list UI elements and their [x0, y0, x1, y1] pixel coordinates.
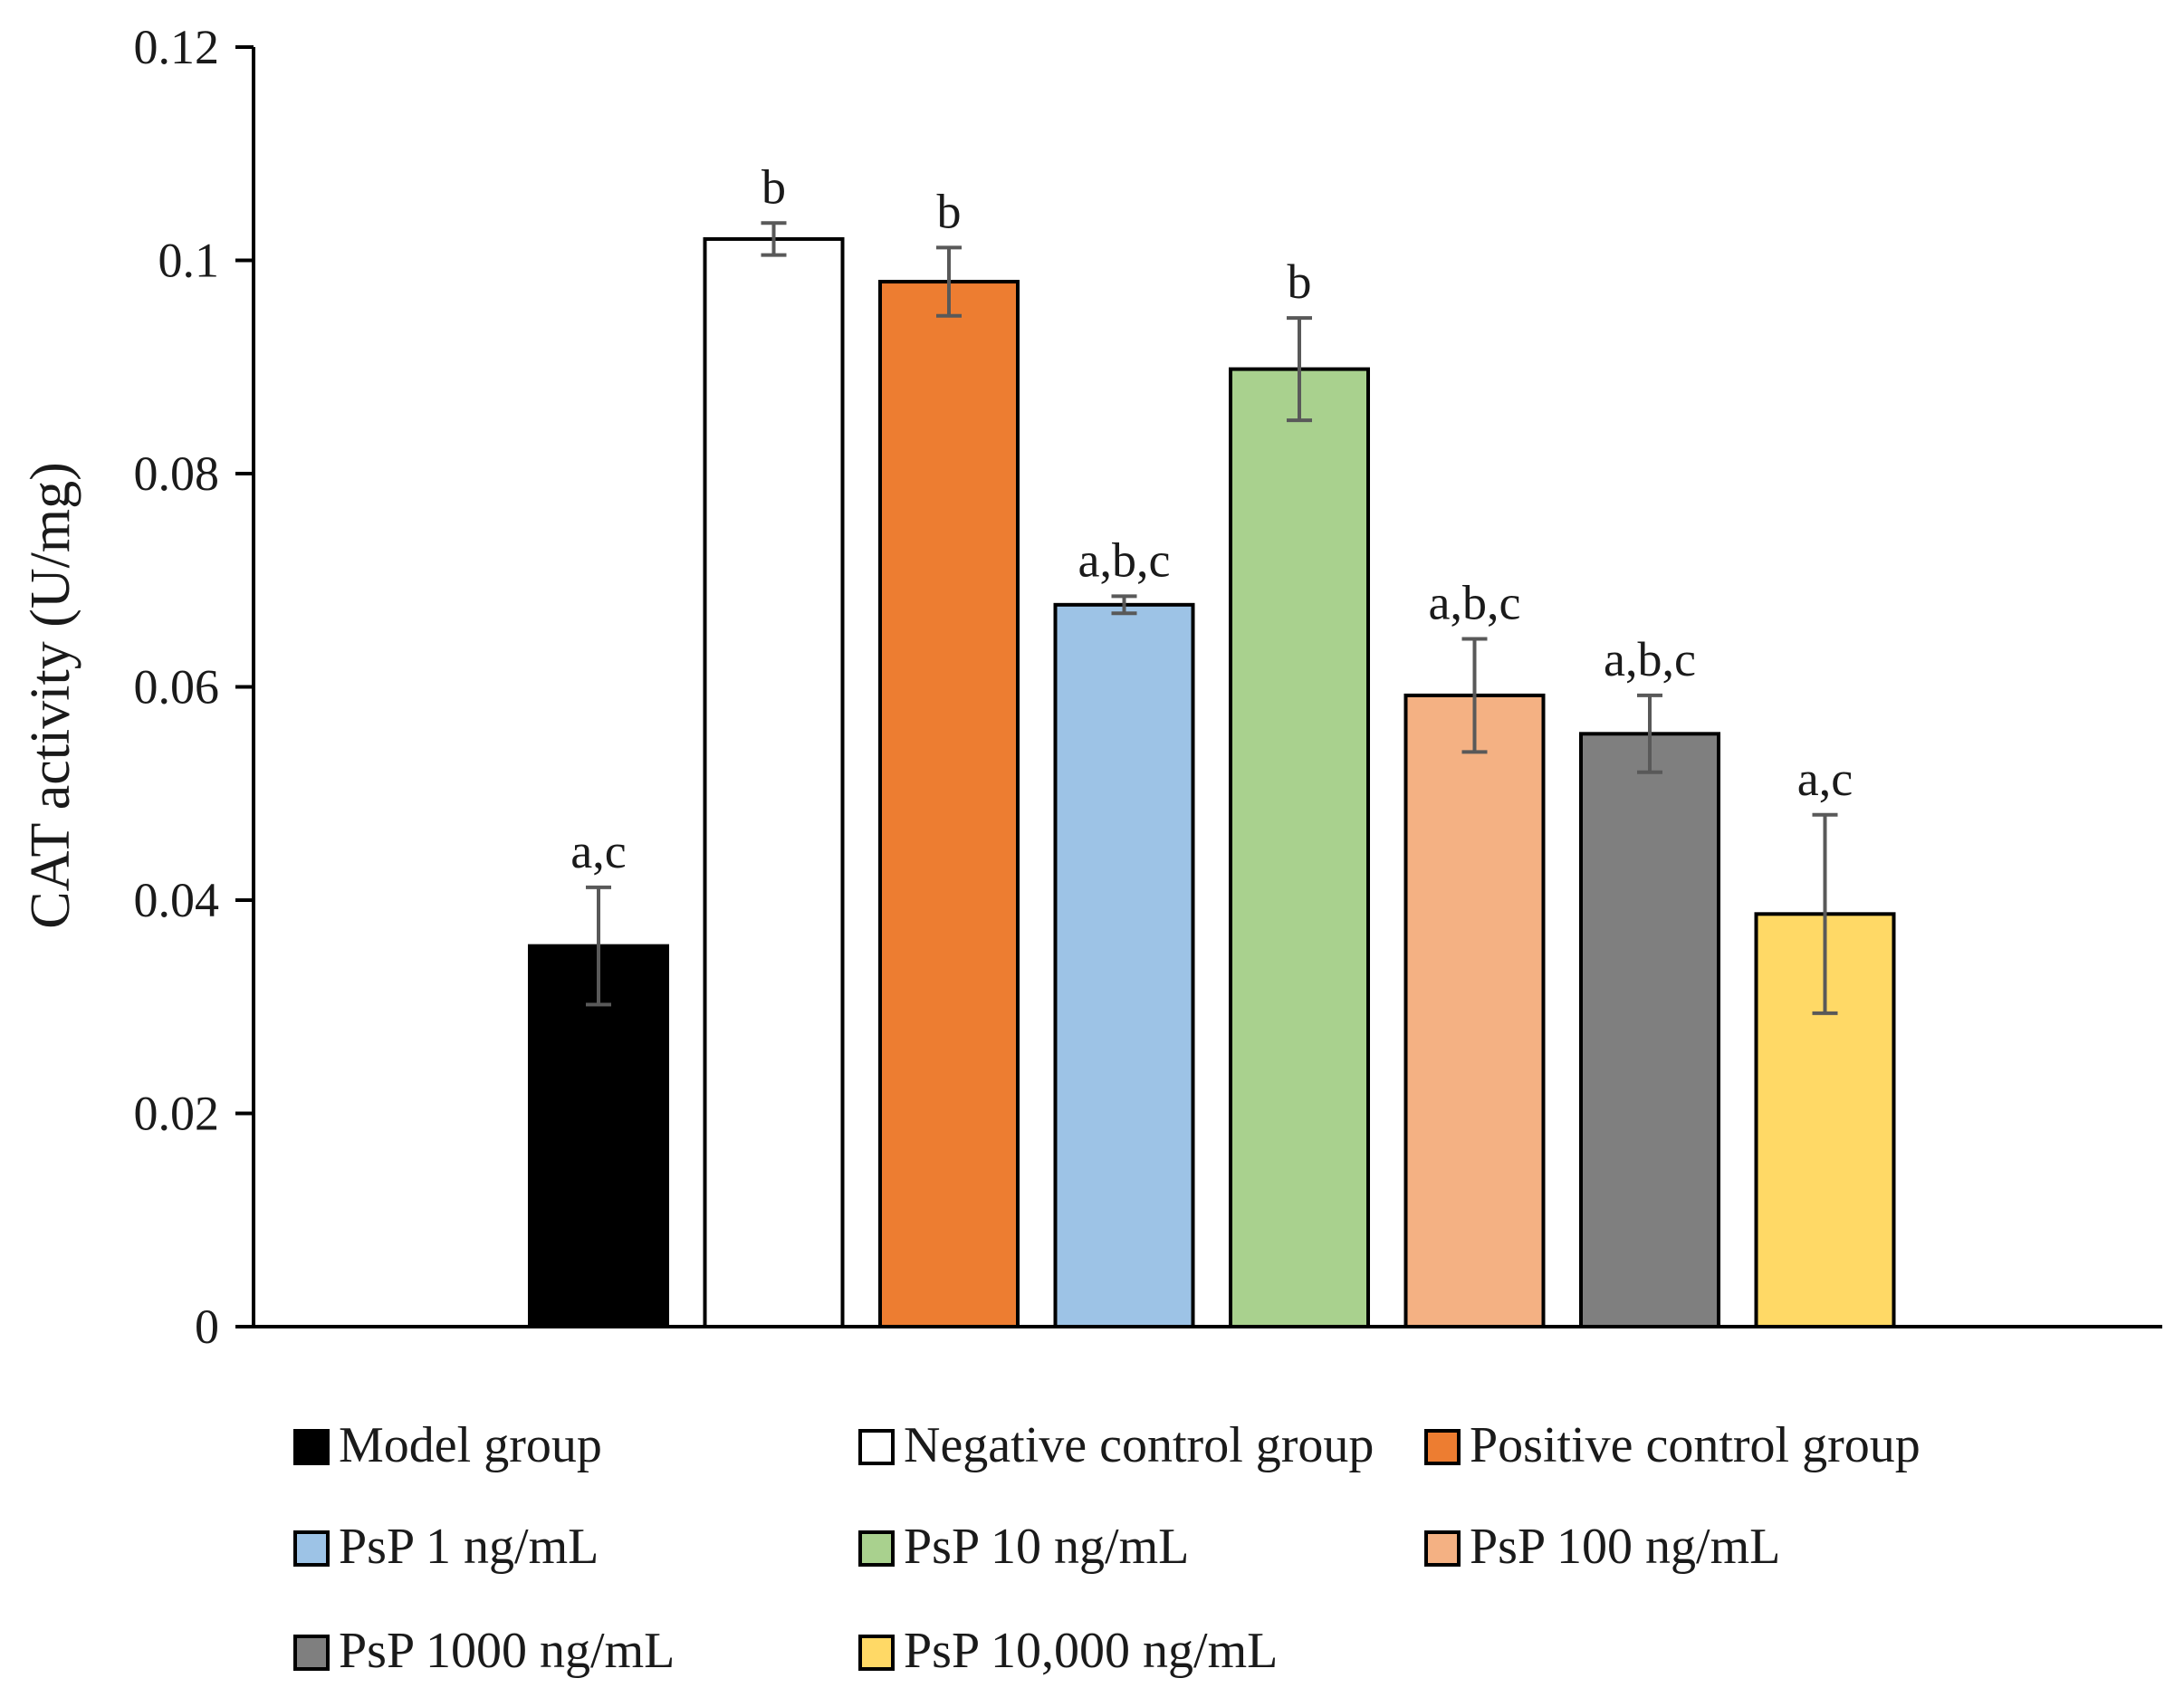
- legend-item-model-group: Model group: [293, 1417, 602, 1473]
- bar-model-group: [528, 944, 669, 1328]
- error-bar-psp-10-000-ng-ml: [1812, 812, 1838, 1015]
- bar-psp-1000-ng-ml: [1579, 732, 1720, 1328]
- significance-label-psp-10-ng-ml: b: [1288, 254, 1312, 309]
- legend-swatch: [858, 1429, 895, 1465]
- error-bar-psp-100-ng-ml: [1461, 637, 1488, 754]
- legend-swatch: [1424, 1429, 1461, 1465]
- legend-swatch: [858, 1530, 895, 1567]
- legend-item-psp-100-ng-ml: PsP 100 ng/mL: [1424, 1519, 1780, 1575]
- bar-psp-100-ng-ml: [1403, 693, 1546, 1328]
- y-tick-label: 0: [195, 1299, 219, 1354]
- legend-item-positive-control-group: Positive control group: [1424, 1417, 1921, 1473]
- legend-swatch: [293, 1530, 330, 1567]
- error-bar-negative-control-group: [761, 221, 787, 257]
- error-bar-psp-1-ng-ml: [1111, 594, 1137, 616]
- y-tick-label: 0.06: [134, 660, 220, 714]
- bar-psp-1-ng-ml: [1053, 602, 1195, 1328]
- legend-item-negative-control-group: Negative control group: [858, 1417, 1374, 1473]
- y-axis-title: CAT activity (U/mg): [20, 462, 81, 928]
- significance-label-positive-control-group: b: [937, 184, 962, 238]
- y-tick-label: 0.04: [134, 873, 220, 927]
- legend-item-psp-1000-ng-ml: PsP 1000 ng/mL: [293, 1623, 675, 1679]
- bar-psp-10-ng-ml: [1229, 367, 1370, 1329]
- significance-label-psp-10-000-ng-ml: a,c: [1797, 752, 1853, 806]
- y-axis: 0 0.02 0.04 0.06 0.08 0.1 0.12: [134, 20, 2162, 1354]
- significance-label-model-group: a,c: [570, 824, 626, 878]
- legend-swatch: [293, 1429, 330, 1465]
- legend-swatch: [1424, 1530, 1461, 1567]
- y-tick-label: 0.12: [134, 20, 220, 74]
- legend-label: PsP 1000 ng/mL: [339, 1623, 675, 1679]
- legend-label: PsP 10 ng/mL: [904, 1519, 1189, 1575]
- error-bars: [586, 221, 1838, 1015]
- legend-item-psp-10-ng-ml: PsP 10 ng/mL: [858, 1519, 1189, 1575]
- legend: Model group Negative control group Positiv…: [293, 1417, 1921, 1679]
- legend-label: PsP 1 ng/mL: [339, 1519, 599, 1575]
- significance-label-negative-control-group: b: [762, 159, 786, 214]
- y-tick-label: 0.02: [134, 1087, 220, 1141]
- significance-labels: a,c b b a,b,c b a,b,c a,b,c a,c: [570, 159, 1853, 878]
- significance-label-psp-1000-ng-ml: a,b,c: [1604, 632, 1696, 686]
- error-bar-positive-control-group: [936, 245, 962, 318]
- y-tick-label: 0.08: [134, 446, 220, 501]
- significance-label-psp-1-ng-ml: a,b,c: [1078, 532, 1171, 587]
- legend-label: Positive control group: [1470, 1417, 1921, 1473]
- y-tick-label: 0.1: [158, 234, 220, 288]
- bar-positive-control-group: [878, 280, 1020, 1328]
- bar-negative-control-group: [703, 236, 845, 1329]
- bars: [528, 236, 1896, 1329]
- legend-swatch: [293, 1635, 330, 1671]
- legend-label: PsP 10,000 ng/mL: [904, 1623, 1278, 1679]
- legend-label: Negative control group: [904, 1417, 1374, 1473]
- error-bar-model-group: [586, 885, 611, 1007]
- error-bar-psp-10-ng-ml: [1287, 316, 1312, 423]
- legend-item-psp-10-000-ng-ml: PsP 10,000 ng/mL: [858, 1623, 1278, 1679]
- legend-swatch: [858, 1635, 895, 1671]
- legend-label: Model group: [339, 1417, 602, 1473]
- error-bar-psp-1000-ng-ml: [1637, 693, 1662, 774]
- legend-item-psp-1-ng-ml: PsP 1 ng/mL: [293, 1519, 599, 1575]
- legend-label: PsP 100 ng/mL: [1470, 1519, 1780, 1575]
- significance-label-psp-100-ng-ml: a,b,c: [1429, 576, 1521, 630]
